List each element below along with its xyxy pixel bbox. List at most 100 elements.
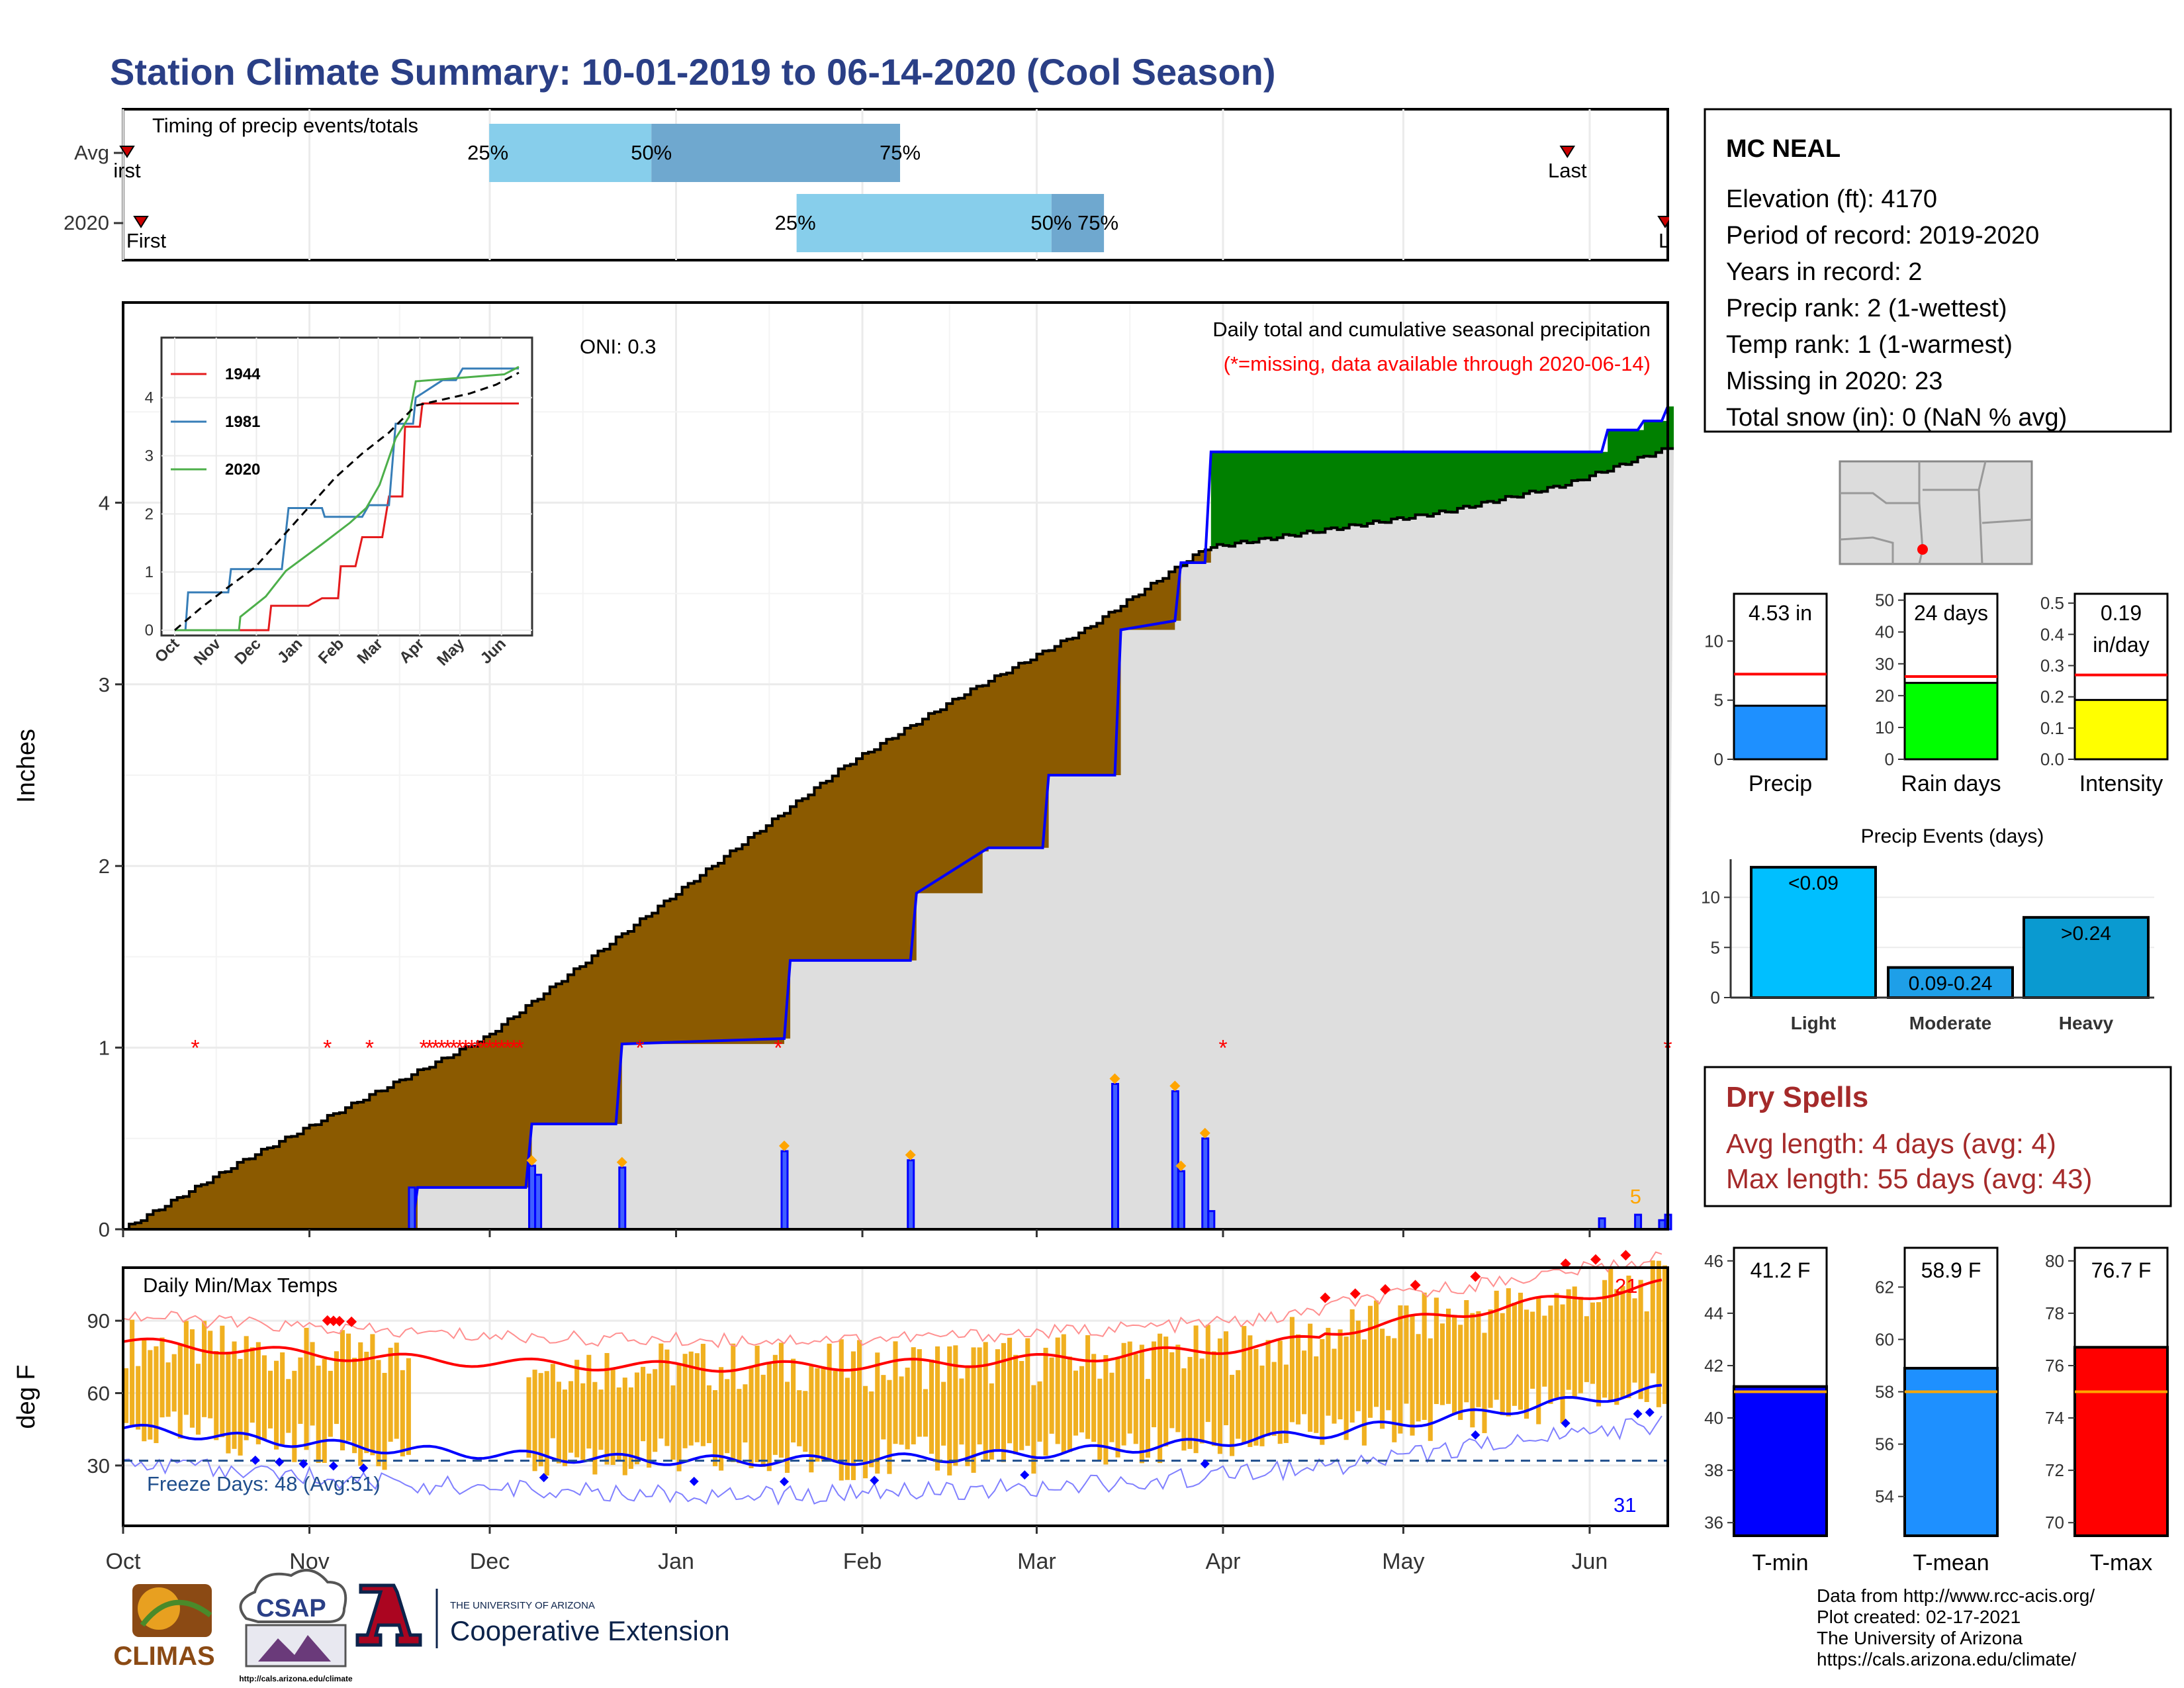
daily-temp-range-bar	[1596, 1302, 1602, 1407]
record-high-marker	[1380, 1284, 1391, 1295]
daily-temp-range-bar	[935, 1346, 940, 1471]
daily-temp-range-bar	[1332, 1348, 1337, 1424]
daily-temp-range-bar	[887, 1380, 892, 1474]
daily-temp-range-bar	[1494, 1290, 1499, 1400]
extreme-marker	[1169, 1080, 1181, 1092]
station-line: Precip rank: 2 (1-wettest)	[1726, 295, 2007, 322]
extreme-marker	[905, 1149, 916, 1160]
temperature-summary-bars: 41.2 F 36 38 40 42 44 46 T-min 58.9 F 54 56 58 60 62 T…	[1704, 1246, 2169, 1575]
inset-series-line	[175, 402, 519, 632]
daily-temp-range-bar	[1512, 1303, 1517, 1406]
daily-temp-range-bar	[1181, 1368, 1187, 1451]
temp-bar-tick-label: 40	[1704, 1408, 1723, 1428]
precip-y-axis: 0 1 2 3 4	[99, 491, 123, 1241]
daily-precip-bar	[1111, 1082, 1119, 1231]
daily-temp-range-bar	[316, 1366, 321, 1464]
temp-bar-tick-label: 62	[1875, 1277, 1894, 1297]
daily-temp-range-bar	[815, 1368, 820, 1462]
summary-bar-value-unit: in/day	[2093, 633, 2149, 657]
climas-leaf-icon	[140, 1599, 212, 1627]
missing-day-marker: *	[510, 1036, 518, 1061]
x-tick-label: Dec	[470, 1549, 510, 1574]
daily-temp-range-bar	[1169, 1352, 1175, 1429]
temp-bar-label: T-max	[2090, 1550, 2152, 1575]
daily-temp-range-bar	[1488, 1309, 1493, 1408]
daily-temp-range-bar	[1584, 1316, 1589, 1382]
missing-day-marker: *	[443, 1036, 452, 1061]
csap-wordmark: CSAP	[256, 1595, 326, 1622]
missing-day-marker: *	[461, 1036, 470, 1061]
daily-temp-range-bar	[298, 1357, 303, 1424]
station-info-frame	[1704, 108, 2172, 433]
daily-temp-range-bar	[850, 1351, 856, 1480]
precip-event-bar	[1750, 866, 1877, 1000]
daily-temp-range-bar	[1524, 1309, 1529, 1419]
station-line: Total snow (in): 0 (NaN % avg)	[1726, 404, 2067, 432]
climas-wordmark: CLIMAS	[113, 1642, 214, 1671]
oni-label: ONI: 0.3	[580, 335, 656, 358]
daily-temp-range-bar	[749, 1366, 754, 1468]
temp-bar	[1903, 1366, 1999, 1538]
daily-temp-range-bar	[1338, 1329, 1343, 1420]
daily-temp-range-bar	[1398, 1305, 1403, 1434]
temp-bar-tick-label: 74	[2045, 1408, 2064, 1428]
timing-p50-label: 50% 75%	[1030, 211, 1118, 234]
inset-y-tick-label: 4	[145, 389, 154, 407]
temp-panel-frame	[122, 1266, 1669, 1527]
daily-temp-range-bar	[124, 1368, 129, 1423]
daily-temp-range-bar	[1416, 1334, 1421, 1422]
daily-temp-range-bar	[580, 1383, 586, 1460]
daily-temp-range-bar	[544, 1371, 549, 1476]
x-tick-label: Oct	[106, 1549, 141, 1574]
daily-temp-range-bar	[1500, 1313, 1505, 1416]
missing-day-marker: *	[491, 1036, 500, 1061]
cloud-icon	[239, 1569, 347, 1623]
inset-legend-label: 1981	[225, 413, 260, 431]
extreme-marker	[778, 1141, 790, 1152]
summary-bar-value: 4.53 in	[1749, 601, 1812, 625]
summary-bar	[2073, 698, 2169, 761]
temp-panel: 30 60 90 deg F Daily Min/Max Temps Freeze …	[13, 1250, 1669, 1534]
daily-temp-range-bar	[1464, 1300, 1469, 1403]
daily-temp-range-bar	[1572, 1286, 1577, 1397]
daily-temp-range-bar	[1259, 1365, 1265, 1446]
daily-temp-range-bar	[1320, 1338, 1325, 1445]
daily-temp-range-bar	[322, 1358, 327, 1464]
precip-event-bar-text: 0.09-0.24	[1909, 973, 1993, 995]
daily-temp-range-bar	[1349, 1309, 1355, 1423]
missing-day-marker: *	[455, 1036, 464, 1061]
daily-temp-range-bar	[653, 1369, 658, 1452]
mountain-icon	[258, 1635, 331, 1662]
daily-temp-range-bar	[586, 1354, 592, 1449]
temp-bar-tick-label: 36	[1704, 1513, 1723, 1532]
daily-temp-range-bar	[1548, 1305, 1553, 1404]
missing-day-marker: *	[467, 1036, 476, 1061]
inset-legend-label: 2020	[225, 461, 260, 479]
temp-bar-value: 41.2 F	[1751, 1258, 1811, 1282]
precip-legend-note: (*=missing, data available through 2020-…	[1224, 352, 1651, 375]
daily-temp-range-bar	[1367, 1305, 1373, 1418]
avg-tmin-line	[122, 1383, 1662, 1467]
daily-temp-range-bar	[1158, 1333, 1163, 1464]
record-low-line	[122, 1415, 1662, 1506]
daily-temp-range-bar	[839, 1339, 844, 1481]
daily-temp-range-bar	[1193, 1325, 1199, 1454]
first-event-marker	[119, 146, 135, 158]
timing-row-avg-label: Avg	[74, 141, 109, 164]
extreme-marker	[616, 1156, 627, 1168]
hot-days-count: 21	[1615, 1274, 1637, 1297]
dry-spells-max: Max length: 55 days (avg: 43)	[1726, 1163, 2092, 1194]
daily-temp-range-bar	[556, 1382, 561, 1464]
daily-temp-range-bar	[1560, 1304, 1565, 1424]
y-tick-label: 90	[87, 1309, 110, 1333]
dry-spells-frame	[1704, 1066, 2172, 1207]
daily-temp-range-bar	[971, 1347, 976, 1473]
record-high-marker	[1590, 1254, 1602, 1265]
daily-temp-range-bar	[1031, 1385, 1036, 1474]
daily-temp-range-bar	[177, 1343, 183, 1439]
station-info-box: MC NEAL Elevation (ft): 4170 Period of r…	[1704, 108, 2172, 433]
inset-legend-label: 1944	[225, 365, 261, 383]
temp-bar-tick-label: 78	[2045, 1303, 2064, 1323]
daily-temp-range-bar	[532, 1370, 537, 1472]
daily-temp-range-bar	[1530, 1311, 1535, 1389]
